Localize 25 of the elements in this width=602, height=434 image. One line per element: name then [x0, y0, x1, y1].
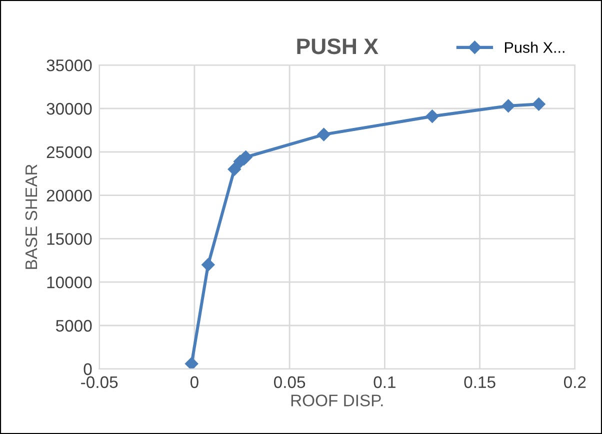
chart-title: PUSH X: [297, 38, 378, 54]
point: [502, 99, 515, 112]
y-tick-label: 20000: [46, 190, 92, 202]
point: [426, 110, 439, 123]
x-tick-label: 0.1: [374, 376, 396, 388]
x-axis-title: ROOF DISP.: [291, 394, 383, 406]
x-tick-label: 0.2: [564, 376, 586, 388]
y-tick-label: 25000: [46, 146, 92, 158]
x-tick-label: 0.05: [274, 376, 306, 388]
x-tick-label: 0.15: [464, 376, 496, 388]
x-tick-label: 0: [190, 376, 198, 388]
point: [317, 128, 330, 142]
point: [228, 162, 241, 176]
point: [185, 357, 198, 369]
y-tick-label: 5000: [56, 320, 92, 332]
y-tick-label: 0: [84, 363, 92, 376]
point: [202, 258, 215, 272]
point: [532, 98, 546, 111]
y-tick-label: 10000: [47, 276, 92, 288]
x-tick-label: -0.05: [81, 376, 118, 388]
y-axis-title: BASE SHEAR: [25, 164, 38, 269]
y-tick-label: 30000: [46, 102, 92, 115]
legend-label: Push X...: [505, 42, 564, 53]
y-tick-label: 15000: [47, 233, 92, 245]
y-tick-label: 35000: [46, 60, 92, 72]
